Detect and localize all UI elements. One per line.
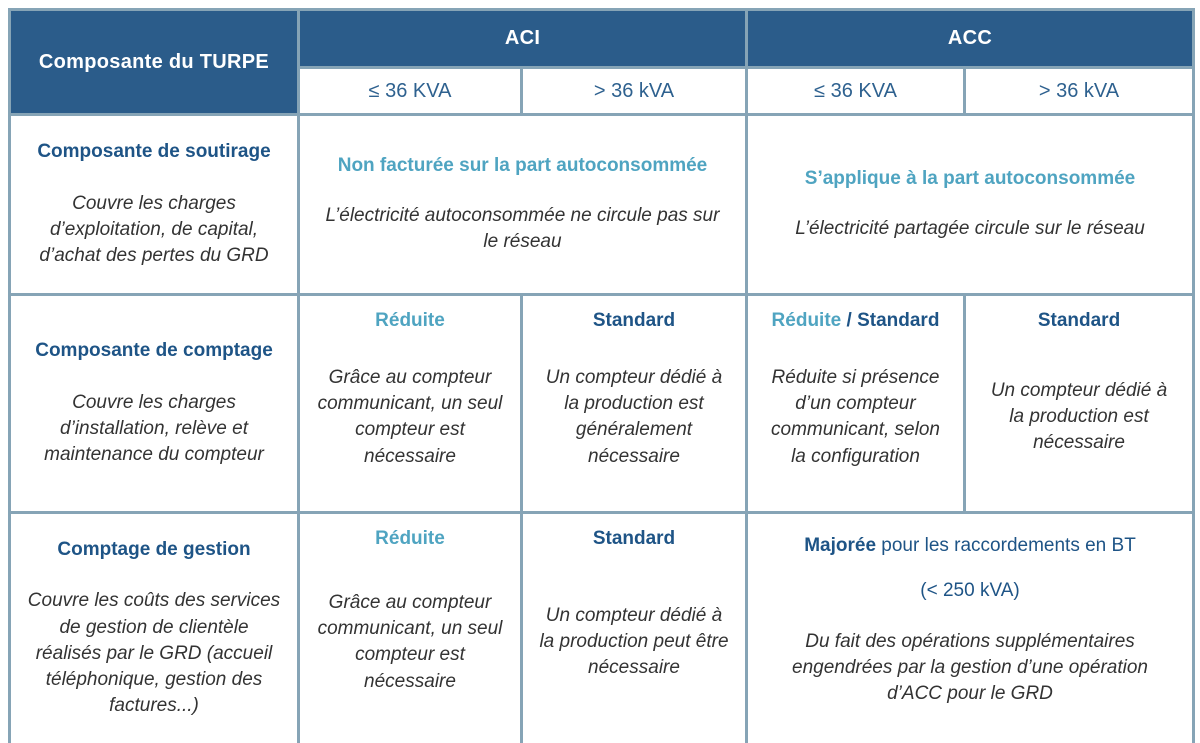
cell-gestion-aci-le36: Réduite Grâce au compteur communicant, u…: [297, 511, 523, 743]
turpe-table: Composante du TURPE ACI ACC ≤ 36 KVA > 3…: [8, 8, 1196, 743]
status-label: Standard: [1037, 310, 1121, 331]
cell-comptage-title: Composante de comptage Couvre les charge…: [8, 293, 300, 514]
cell-comptage-aci-le36: Réduite Grâce au compteur communicant, u…: [297, 293, 523, 514]
status-rest: pour les raccordements en BT: [876, 535, 1136, 556]
status-label: Standard: [592, 310, 676, 331]
row-title: Composante de soutirage: [37, 140, 271, 162]
status-kva-line: (< 250 kVA): [920, 579, 1020, 601]
status-label: Majorée pour les raccordements en BT: [804, 534, 1136, 559]
header-corner-cell: Composante du TURPE: [8, 8, 300, 116]
row-title: Comptage de gestion: [57, 538, 251, 560]
status-desc: Un compteur dédié à la production est gé…: [545, 366, 723, 467]
subheader-aci-gt36: > 36 kVA: [520, 66, 748, 116]
subheader-acc-gt36: > 36 kVA: [962, 66, 1196, 116]
cell-gestion-acc: Majorée pour les raccordements en BT (< …: [744, 511, 1196, 743]
header-group-aci: ACI: [297, 8, 748, 69]
status-standard: Standard: [857, 310, 940, 331]
row-title-desc: Couvre les coûts des services de gestion…: [27, 590, 281, 717]
status-label: Réduite / Standard: [772, 309, 940, 334]
status-label: Non facturée sur la part autoconsommée: [337, 154, 708, 176]
status-majoree: Majorée: [804, 535, 877, 556]
status-desc: Du fait des opérations supplémentaires e…: [792, 630, 1148, 705]
header-group-acc: ACC: [744, 8, 1196, 69]
row-title: Composante de comptage: [35, 339, 273, 361]
status-separator: /: [841, 310, 858, 331]
status-desc: Un compteur dédié à la production peut ê…: [539, 605, 729, 679]
status-label: S’applique à la part autoconsommée: [804, 168, 1136, 190]
status-desc: L’électricité autoconsommée ne circule p…: [325, 204, 720, 252]
cell-comptage-aci-gt36: Standard Un compteur dédié à la producti…: [520, 293, 748, 514]
status-desc: Grâce au compteur communicant, un seul c…: [317, 591, 503, 692]
cell-gestion-aci-gt36: Standard Un compteur dédié à la producti…: [520, 511, 748, 743]
row-title-desc: Couvre les charges d’installation, relèv…: [44, 391, 264, 465]
status-desc: Réduite si présence d’un compteur commun…: [771, 366, 940, 467]
status-label: Réduite: [375, 310, 445, 331]
cell-soutirage-acc: S’applique à la part autoconsommée L’éle…: [744, 113, 1196, 296]
cell-gestion-title: Comptage de gestion Couvre les coûts des…: [8, 511, 300, 743]
cell-comptage-acc-gt36: Standard Un compteur dédié à la producti…: [962, 293, 1196, 514]
cell-soutirage-title: Composante de soutirage Couvre les charg…: [8, 113, 300, 296]
cell-comptage-acc-le36: Réduite / Standard Réduite si présence d…: [745, 293, 966, 514]
status-desc: Un compteur dédié à la production est né…: [990, 380, 1168, 454]
subheader-acc-le36: ≤ 36 KVA: [745, 66, 966, 116]
status-label: Standard: [592, 528, 676, 549]
subheader-aci-le36: ≤ 36 KVA: [297, 66, 523, 116]
status-label: Réduite: [375, 528, 445, 549]
row-title-desc: Couvre les charges d’exploitation, de ca…: [39, 192, 269, 266]
status-desc: L’électricité partagée circule sur le ré…: [795, 217, 1145, 239]
status-reduite: Réduite: [771, 310, 842, 331]
cell-soutirage-aci: Non facturée sur la part autoconsommée L…: [297, 113, 748, 296]
status-desc: Grâce au compteur communicant, un seul c…: [317, 366, 503, 467]
